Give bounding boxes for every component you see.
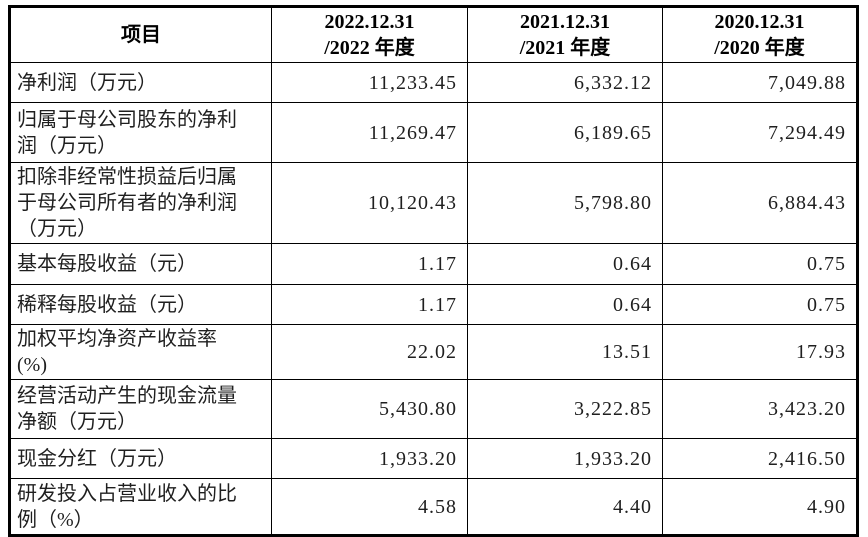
table-row-net-profit: 净利润（万元） 11,233.45 6,332.12 7,049.88 <box>9 62 858 103</box>
table-row-net-profit-excl-nonrecurring: 扣除非经常性损益后归属于母公司所有者的净利润（万元） 10,120.43 5,7… <box>9 162 858 244</box>
cell-value: 5,798.80 <box>467 162 663 244</box>
financial-summary-table: 项目 2022.12.31 /2022 年度 2021.12.31 /2021 … <box>8 5 859 537</box>
cell-value: 0.64 <box>467 284 663 325</box>
header-2021-date: 2021.12.31 <box>520 11 610 33</box>
cell-value: 1,933.20 <box>271 438 468 479</box>
cell-value: 10,120.43 <box>271 162 468 244</box>
cell-value: 4.40 <box>467 478 663 536</box>
header-2020-date: 2020.12.31 <box>714 11 805 33</box>
cell-value: 6,884.43 <box>662 162 858 244</box>
header-cell-2020: 2020.12.31 /2020 年度 <box>662 6 858 63</box>
header-2022-date: 2022.12.31 <box>324 11 415 33</box>
table-row-cash-dividend: 现金分红（万元） 1,933.20 1,933.20 2,416.50 <box>9 438 858 479</box>
cell-value: 6,189.65 <box>467 102 663 163</box>
cell-value: 4.58 <box>271 478 468 536</box>
cell-value: 6,332.12 <box>467 62 663 103</box>
cell-value: 0.75 <box>662 284 858 325</box>
cell-value: 3,222.85 <box>467 379 663 439</box>
row-label: 研发投入占营业收入的比例（%） <box>9 478 272 536</box>
cell-value: 11,269.47 <box>271 102 468 163</box>
cell-value: 1,933.20 <box>467 438 663 479</box>
header-row: 项目 2022.12.31 /2022 年度 2021.12.31 /2021 … <box>9 6 858 63</box>
header-2020-period: /2020 年度 <box>714 37 805 59</box>
row-label: 加权平均净资产收益率(%) <box>9 324 272 380</box>
cell-value: 3,423.20 <box>662 379 858 439</box>
header-2022-period: /2022 年度 <box>324 37 415 59</box>
table-row-operating-cash-flow: 经营活动产生的现金流量净额（万元） 5,430.80 3,222.85 3,42… <box>9 379 858 439</box>
cell-value: 13.51 <box>467 324 663 380</box>
row-label: 稀释每股收益（元） <box>9 284 272 325</box>
row-label: 扣除非经常性损益后归属于母公司所有者的净利润（万元） <box>9 162 272 244</box>
cell-value: 11,233.45 <box>271 62 468 103</box>
header-cell-2022: 2022.12.31 /2022 年度 <box>271 6 468 63</box>
cell-value: 0.64 <box>467 243 663 285</box>
row-label: 净利润（万元） <box>9 62 272 103</box>
cell-value: 4.90 <box>662 478 858 536</box>
cell-value: 1.17 <box>271 243 468 285</box>
cell-value: 1.17 <box>271 284 468 325</box>
table-row-basic-eps: 基本每股收益（元） 1.17 0.64 0.75 <box>9 243 858 285</box>
header-item-label: 项目 <box>121 24 161 46</box>
header-cell-item: 项目 <box>9 6 272 63</box>
table-row-rd-ratio: 研发投入占营业收入的比例（%） 4.58 4.40 4.90 <box>9 478 858 536</box>
row-label: 经营活动产生的现金流量净额（万元） <box>9 379 272 439</box>
table-row-diluted-eps: 稀释每股收益（元） 1.17 0.64 0.75 <box>9 284 858 325</box>
cell-value: 7,049.88 <box>662 62 858 103</box>
header-2021-period: /2021 年度 <box>519 37 611 59</box>
cell-value: 22.02 <box>271 324 468 380</box>
table-row-net-profit-parent: 归属于母公司股东的净利润（万元） 11,269.47 6,189.65 7,29… <box>9 102 858 163</box>
cell-value: 17.93 <box>662 324 858 380</box>
cell-value: 2,416.50 <box>662 438 858 479</box>
cell-value: 5,430.80 <box>271 379 468 439</box>
cell-value: 0.75 <box>662 243 858 285</box>
financial-summary: 项目 2022.12.31 /2022 年度 2021.12.31 /2021 … <box>8 5 859 537</box>
row-label: 归属于母公司股东的净利润（万元） <box>9 102 272 163</box>
table-row-weighted-avg-roe: 加权平均净资产收益率(%) 22.02 13.51 17.93 <box>9 324 858 380</box>
row-label: 基本每股收益（元） <box>9 243 272 285</box>
row-label: 现金分红（万元） <box>9 438 272 479</box>
header-cell-2021: 2021.12.31 /2021 年度 <box>467 6 663 63</box>
cell-value: 7,294.49 <box>662 102 858 163</box>
